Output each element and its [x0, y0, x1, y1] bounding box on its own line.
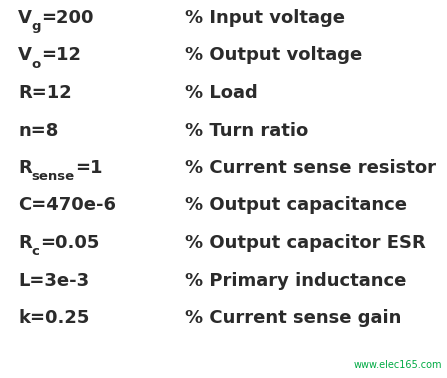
Text: % Output capacitance: % Output capacitance — [185, 197, 407, 214]
Text: o: o — [32, 58, 41, 71]
Text: =12: =12 — [41, 46, 81, 65]
Text: c: c — [32, 245, 40, 258]
Text: % Primary inductance: % Primary inductance — [185, 271, 406, 290]
Text: % Output capacitor ESR: % Output capacitor ESR — [185, 234, 426, 252]
Text: k=0.25: k=0.25 — [18, 309, 89, 327]
Text: sense: sense — [32, 170, 75, 183]
Text: g: g — [32, 20, 42, 33]
Text: V: V — [18, 46, 32, 65]
Text: % Turn ratio: % Turn ratio — [185, 121, 308, 139]
Text: =0.05: =0.05 — [40, 234, 99, 252]
Text: % Load: % Load — [185, 84, 258, 102]
Text: R: R — [18, 159, 32, 177]
Text: % Output voltage: % Output voltage — [185, 46, 362, 65]
Text: C=470e-6: C=470e-6 — [18, 197, 116, 214]
Text: =200: =200 — [42, 9, 94, 27]
Text: V: V — [18, 9, 32, 27]
Text: L=3e-3: L=3e-3 — [18, 271, 89, 290]
Text: % Input voltage: % Input voltage — [185, 9, 345, 27]
Text: R: R — [18, 234, 32, 252]
Text: =1: =1 — [75, 159, 102, 177]
Text: www.elec165.com: www.elec165.com — [354, 360, 442, 370]
Text: R=12: R=12 — [18, 84, 72, 102]
Text: % Current sense resistor: % Current sense resistor — [185, 159, 436, 177]
Text: % Current sense gain: % Current sense gain — [185, 309, 401, 327]
Text: n=8: n=8 — [18, 121, 59, 139]
